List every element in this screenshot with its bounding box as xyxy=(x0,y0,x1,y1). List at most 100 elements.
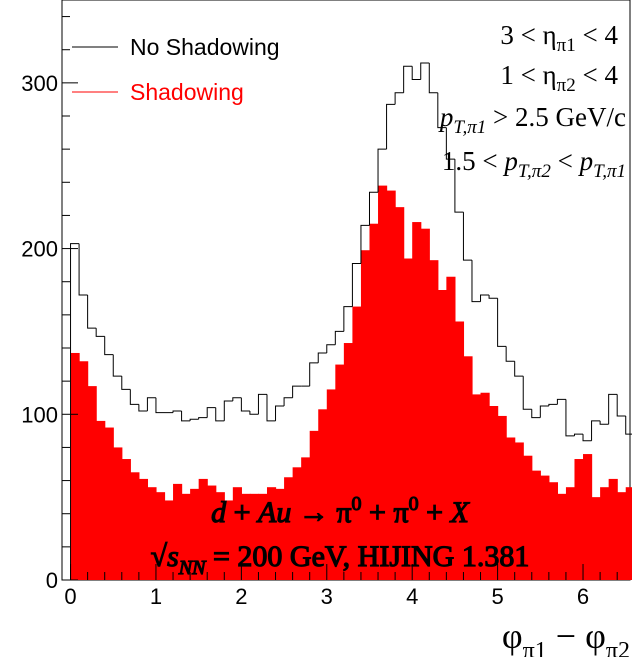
shadowing-bin xyxy=(130,472,140,580)
no-shadowing-bin xyxy=(488,294,498,299)
no-shadowing-bin xyxy=(70,243,80,580)
shadowing-bin xyxy=(207,485,217,580)
no-shadowing-bin xyxy=(377,148,387,193)
x-tick-label: 5 xyxy=(491,584,503,609)
no-shadowing-bin xyxy=(437,92,447,129)
no-shadowing-bin xyxy=(129,389,139,405)
no-shadowing-bin xyxy=(360,224,370,264)
shadowing-bin xyxy=(489,406,499,580)
shadowing-bin xyxy=(591,497,601,580)
no-shadowing-bin xyxy=(548,403,558,406)
shadowing-bin xyxy=(190,488,200,580)
pt2-cut-label: 1.5 < pT,π2 < pT,π1 xyxy=(442,146,626,182)
no-shadowing-bin xyxy=(505,346,515,362)
shadowing-bin xyxy=(241,493,251,580)
shadowing-bin xyxy=(540,475,550,580)
no-shadowing-bin xyxy=(223,400,233,421)
energy-label: √sNN = 200 GeV, HIJING 1.381 xyxy=(151,540,530,579)
shadowing-bin xyxy=(531,470,541,580)
no-shadowing-bin xyxy=(95,328,105,337)
no-shadowing-bin xyxy=(232,397,242,402)
x-axis: 0 1 2 3 4 5 6 xyxy=(64,564,618,609)
shadowing-bin xyxy=(429,260,439,580)
x-tick-label: 1 xyxy=(150,584,162,609)
legend-label-shadowing: Shadowing xyxy=(130,79,244,105)
shadowing-bin xyxy=(617,492,627,580)
no-shadowing-bin xyxy=(181,410,191,422)
legend: No Shadowing Shadowing xyxy=(72,34,280,105)
shadowing-bin xyxy=(104,427,114,580)
shadowing-bin xyxy=(96,420,106,580)
no-shadowing-bin xyxy=(591,420,601,441)
shadowing-bin xyxy=(343,343,353,580)
shadowing-bin xyxy=(403,258,413,580)
y-tick-label: 200 xyxy=(21,237,58,262)
shadowing-bin xyxy=(600,487,610,580)
no-shadowing-bin xyxy=(334,330,344,345)
no-shadowing-bin xyxy=(403,65,413,93)
no-shadowing-bin xyxy=(616,394,626,417)
shadowing-bin xyxy=(625,487,632,580)
shadowing-bin xyxy=(309,430,319,580)
no-shadowing-bin xyxy=(539,405,549,418)
legend-label-no-shadowing: No Shadowing xyxy=(130,34,280,60)
no-shadowing-bin xyxy=(292,385,302,398)
shadowing-bin xyxy=(164,500,174,580)
no-shadowing-bin xyxy=(121,376,131,390)
shadowing-bin xyxy=(326,389,336,580)
shadowing-bin xyxy=(480,392,490,580)
no-shadowing-bin xyxy=(275,405,285,421)
shadowing-bin xyxy=(352,306,362,580)
shadowing-bin xyxy=(574,459,584,580)
shadowing-bin xyxy=(412,222,422,580)
eta2-cut-label: 1 < ηπ2 < 4 xyxy=(500,60,618,96)
no-shadowing-bin xyxy=(556,398,566,405)
shadowing-bin xyxy=(386,190,396,580)
no-shadowing-bin xyxy=(87,294,97,329)
shadowing-bin xyxy=(258,493,268,580)
shadowing-bin xyxy=(471,394,482,580)
x-tick-label: 0 xyxy=(64,584,76,609)
no-shadowing-bin xyxy=(608,393,618,425)
no-shadowing-bin xyxy=(198,417,208,420)
eta1-cut-label: 3 < ηπ1 < 4 xyxy=(500,20,618,56)
no-shadowing-bin xyxy=(462,212,472,261)
no-shadowing-bin xyxy=(309,362,319,387)
no-shadowing-bin xyxy=(155,397,165,414)
no-shadowing-bin xyxy=(189,418,199,421)
shadowing-bin xyxy=(557,493,567,580)
shadowing-bin xyxy=(87,386,97,580)
no-shadowing-bin xyxy=(599,420,609,425)
x-axis-title: φπ1 − φπ2 xyxy=(502,616,630,657)
shadowing-bin xyxy=(395,207,405,580)
shadowing-bin xyxy=(301,457,311,580)
shadowing-bin xyxy=(215,492,225,580)
no-shadowing-bin xyxy=(480,294,490,302)
no-shadowing-histogram xyxy=(70,62,632,580)
y-tick-label: 300 xyxy=(21,71,58,96)
no-shadowing-bin xyxy=(522,376,532,410)
shadowing-bin xyxy=(335,364,345,580)
no-shadowing-bin xyxy=(497,298,507,347)
shadowing-bin xyxy=(121,459,131,580)
x-tick-label: 6 xyxy=(577,584,589,609)
no-shadowing-bin xyxy=(471,260,481,303)
shadowing-bin xyxy=(275,488,285,580)
y-tick-label: 0 xyxy=(46,568,58,593)
no-shadowing-bin xyxy=(138,404,148,412)
no-shadowing-bin xyxy=(283,397,293,406)
shadowing-bin xyxy=(155,492,166,580)
shadowing-bin xyxy=(266,487,277,580)
no-shadowing-bin xyxy=(172,410,182,413)
shadowing-bin xyxy=(173,483,183,580)
no-shadowing-bin xyxy=(582,434,592,442)
shadowing-bin xyxy=(454,321,465,580)
cut-annotations: 3 < ηπ1 < 4 1 < ηπ2 < 4 pT,π1 > 2.5 GeV/… xyxy=(438,20,626,182)
shadowing-bin xyxy=(318,409,328,580)
no-shadowing-bin xyxy=(317,352,327,363)
no-shadowing-bin xyxy=(146,397,156,411)
reaction-label: d + Au → π0 + π0 + X xyxy=(211,493,470,529)
no-shadowing-bin xyxy=(368,191,379,226)
shadowing-histogram xyxy=(70,185,632,581)
no-shadowing-bin xyxy=(215,407,225,422)
